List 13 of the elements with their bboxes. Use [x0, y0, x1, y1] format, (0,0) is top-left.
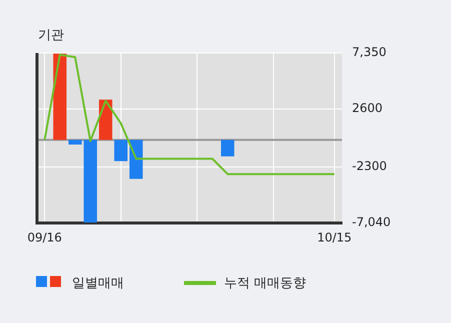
y-tick-label: 2600: [352, 101, 383, 116]
bar: [129, 140, 143, 179]
x-tick-label: 10/15: [317, 230, 352, 244]
y-tick-label: 7,350: [352, 45, 386, 60]
legend-label: 일별매매: [72, 275, 124, 292]
bar: [220, 140, 234, 156]
bar: [114, 140, 128, 162]
bar: [53, 54, 67, 140]
legend-label: 누적 매매동향: [224, 275, 306, 292]
x-tick-label: 09/16: [27, 230, 62, 244]
y-tick-label: -2300: [352, 159, 387, 174]
y-tick-label: -7,040: [352, 215, 391, 230]
chart-title: 기관: [38, 27, 64, 44]
